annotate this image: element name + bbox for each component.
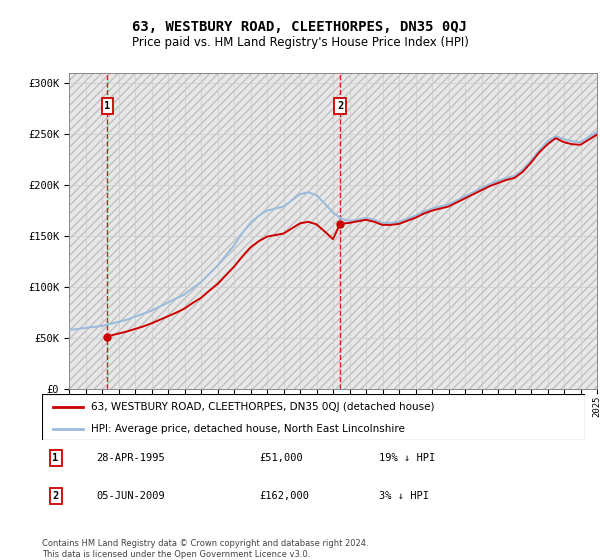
FancyBboxPatch shape	[42, 394, 585, 440]
Text: 63, WESTBURY ROAD, CLEETHORPES, DN35 0QJ: 63, WESTBURY ROAD, CLEETHORPES, DN35 0QJ	[133, 20, 467, 34]
Text: 2: 2	[52, 491, 59, 501]
Text: Price paid vs. HM Land Registry's House Price Index (HPI): Price paid vs. HM Land Registry's House …	[131, 36, 469, 49]
Text: 63, WESTBURY ROAD, CLEETHORPES, DN35 0QJ (detached house): 63, WESTBURY ROAD, CLEETHORPES, DN35 0QJ…	[91, 402, 434, 412]
Text: Contains HM Land Registry data © Crown copyright and database right 2024.
This d: Contains HM Land Registry data © Crown c…	[42, 539, 368, 559]
Text: 19% ↓ HPI: 19% ↓ HPI	[379, 453, 435, 463]
Text: 1: 1	[104, 101, 110, 111]
Text: 2: 2	[337, 101, 343, 111]
Bar	[69, 73, 597, 389]
Text: 3% ↓ HPI: 3% ↓ HPI	[379, 491, 428, 501]
Text: £51,000: £51,000	[259, 453, 303, 463]
Text: 1: 1	[52, 453, 59, 463]
Text: HPI: Average price, detached house, North East Lincolnshire: HPI: Average price, detached house, Nort…	[91, 423, 405, 433]
Text: 05-JUN-2009: 05-JUN-2009	[97, 491, 165, 501]
Text: £162,000: £162,000	[259, 491, 309, 501]
Text: 28-APR-1995: 28-APR-1995	[97, 453, 165, 463]
